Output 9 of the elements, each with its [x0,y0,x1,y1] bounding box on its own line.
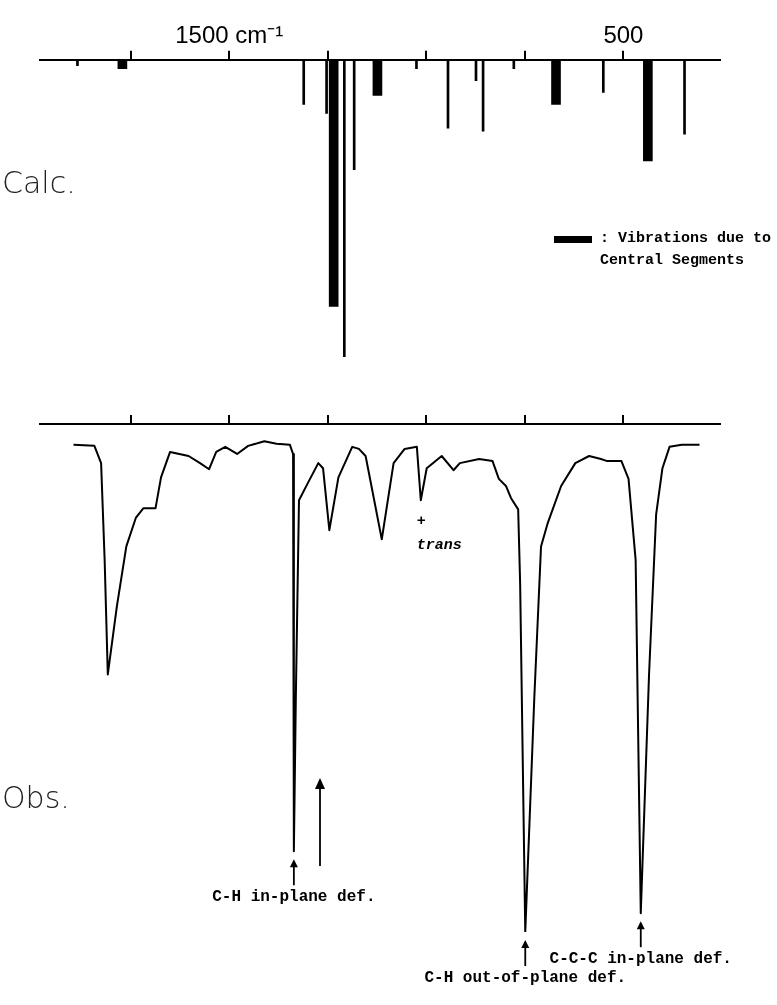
x-tick-label: 1500 cm⁻¹ [175,21,284,49]
annotation: C-H in-plane def. [212,888,376,907]
annotation: C-H out-of-plane def. [424,969,627,988]
annotation: C-C-C in-plane def. [549,950,732,969]
x-tick-label: 500 [603,21,644,49]
y-axis-title: Obs. [2,780,70,815]
annotation: + trans [416,513,462,555]
y-axis-title: Calc. [2,165,76,200]
legend-label: : Vibrations due to Central Segments [600,229,773,271]
